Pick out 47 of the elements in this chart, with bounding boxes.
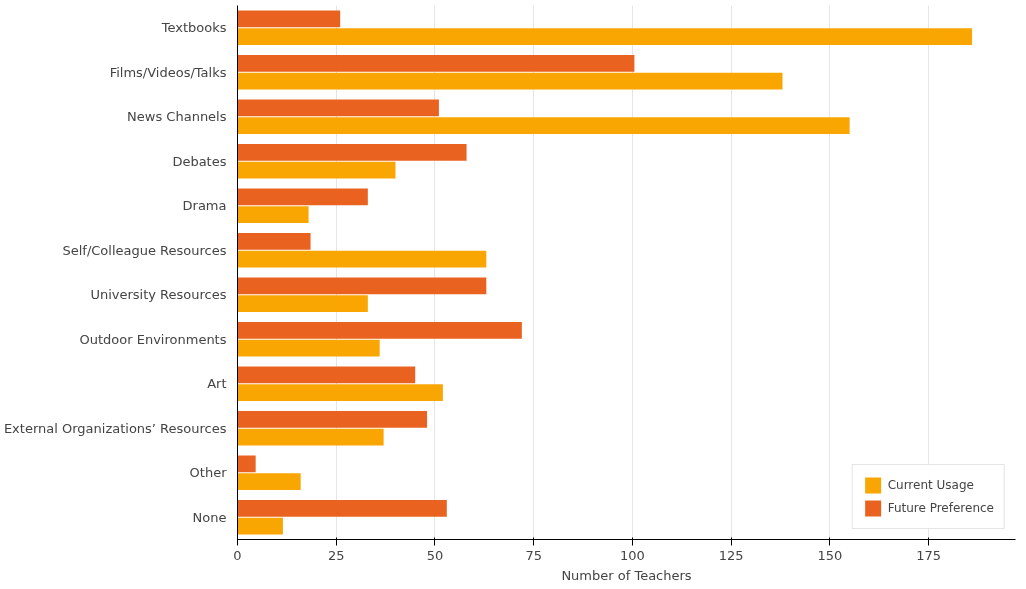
bar xyxy=(237,72,783,90)
bar xyxy=(237,366,416,384)
y-tick-label: Art xyxy=(207,376,227,392)
bar xyxy=(237,295,368,313)
bar xyxy=(237,339,380,357)
bar xyxy=(237,517,283,535)
x-tick-label: 150 xyxy=(817,547,843,563)
x-tick-label: 50 xyxy=(426,547,444,563)
bar xyxy=(237,188,368,206)
y-tick-label: Self/Colleague Resources xyxy=(62,242,227,258)
legend-label: Current Usage xyxy=(887,478,974,492)
bar xyxy=(237,28,973,46)
bar xyxy=(237,206,309,224)
y-tick-label: None xyxy=(192,509,227,525)
bar xyxy=(237,99,439,117)
y-tick-label: Textbooks xyxy=(160,20,227,36)
y-tick-label: Outdoor Environments xyxy=(79,331,227,347)
x-tick-label: 0 xyxy=(233,547,242,563)
bar xyxy=(237,117,850,135)
x-axis-title: Number of Teachers xyxy=(561,567,692,583)
bar xyxy=(237,277,487,295)
x-tick-label: 75 xyxy=(525,547,542,563)
y-tick-label: Debates xyxy=(172,153,227,169)
y-tick-label: Drama xyxy=(182,198,227,214)
x-tick-label: 125 xyxy=(718,547,744,563)
y-tick-label: Films/Videos/Talks xyxy=(109,64,227,80)
bar xyxy=(237,161,396,179)
bar xyxy=(237,232,311,250)
y-tick-label: Other xyxy=(189,465,228,481)
bar xyxy=(237,10,341,28)
bar xyxy=(237,384,443,402)
y-tick-label: News Channels xyxy=(127,109,227,125)
y-tick-label: University Resources xyxy=(90,287,227,303)
x-tick-label: 25 xyxy=(327,547,345,563)
bar xyxy=(237,143,467,161)
bar xyxy=(237,54,635,72)
bar xyxy=(237,455,256,473)
bar xyxy=(237,321,522,339)
x-tick-label: 175 xyxy=(916,547,942,563)
bar xyxy=(237,250,487,268)
bar xyxy=(237,499,447,517)
legend-label: Future Preference xyxy=(887,501,994,515)
bar xyxy=(237,428,384,446)
bar xyxy=(237,410,428,428)
y-tick-label: External Organizations’ Resources xyxy=(3,420,227,436)
x-tick-label: 100 xyxy=(620,547,645,563)
bar xyxy=(237,473,301,491)
